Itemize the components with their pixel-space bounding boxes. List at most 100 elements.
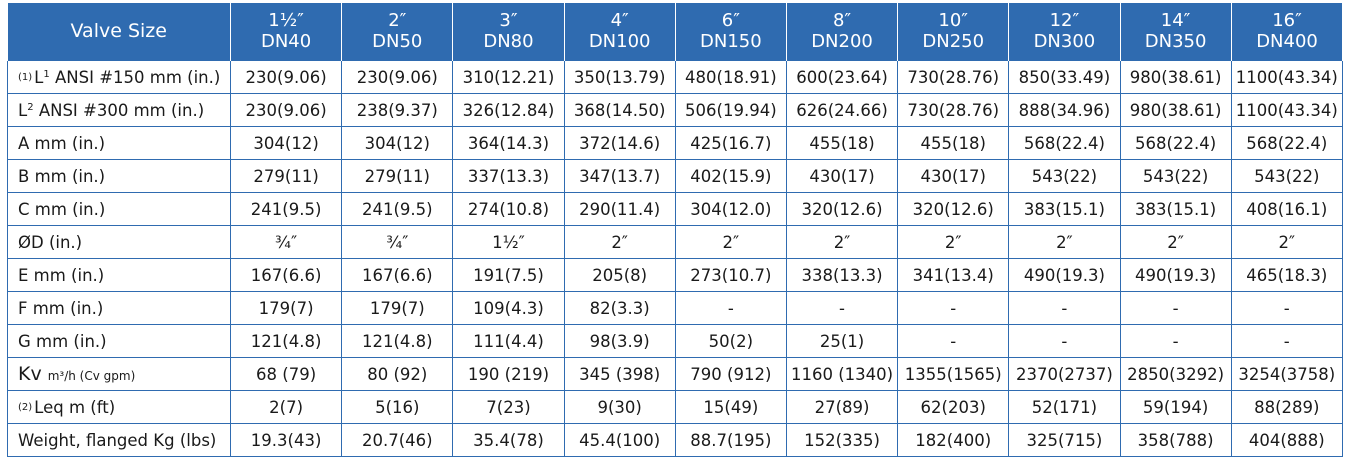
table-row: B mm (in.) 279(11) 279(11) 337(13.3) 347(13.… (7, 159, 1343, 193)
table-row: L2 ANSI #300 mm (in.) 230(9.06) 238(9.37) 3… (7, 93, 1343, 127)
header-row: Valve Size 1½″ DN40 2″ DN50 3″ DN80 4″ DN100… (7, 3, 1343, 61)
table-cell: 326(12.84) (452, 93, 565, 127)
table-cell: - (674, 291, 787, 325)
size-header: 12″ DN300 (1008, 3, 1120, 61)
table-cell: 7(23) (452, 390, 565, 424)
table-cell: 205(8) (563, 258, 676, 292)
row-label: F mm (in.) (7, 291, 231, 325)
table-cell: 2″ (1008, 225, 1120, 259)
table-cell: 465(18.3) (1230, 258, 1343, 292)
table-cell: 88.7(195) (674, 423, 787, 457)
table-cell: 241(9.5) (229, 192, 342, 226)
size-dn: DN300 (1033, 31, 1096, 52)
table-cell: 50(2) (674, 324, 787, 358)
table-cell: 20.7(46) (341, 423, 453, 457)
table-row: ØD (in.) ¾″ ¾″ 1½″ 2″ 2″ 2″ 2″ 2″ 2″ 2″ (7, 225, 1343, 259)
table-cell: 490(19.3) (1008, 258, 1120, 292)
row-label-text: L (18, 100, 28, 120)
row-label: B mm (in.) (7, 159, 231, 193)
table-cell: 320(12.6) (897, 192, 1009, 226)
footnote-marker: (1) (18, 71, 33, 83)
size-dn: DN400 (1256, 31, 1318, 52)
size-dn: DN100 (588, 31, 651, 52)
table-cell: - (785, 291, 898, 325)
table-cell: 109(4.3) (452, 291, 565, 325)
table-cell: 1100(43.34) (1230, 61, 1343, 94)
row-label-text: C mm (in.) (18, 199, 106, 219)
table-cell: 68 (79) (229, 357, 342, 391)
table-cell: 190 (219) (452, 357, 565, 391)
table-cell: 230(9.06) (341, 61, 453, 94)
table-cell: 430(17) (897, 159, 1009, 193)
table-cell: 480(18.91) (674, 61, 787, 94)
table-cell: - (1119, 324, 1232, 358)
row-label: ØD (in.) (7, 225, 231, 259)
table-cell: 730(28.76) (897, 93, 1009, 127)
table-cell: 455(18) (897, 126, 1009, 160)
table-cell: 1160 (1340) (785, 357, 898, 391)
size-header: 10″ DN250 (897, 3, 1009, 61)
table-cell: 506(19.94) (674, 93, 787, 127)
table-cell: 320(12.6) (785, 192, 898, 226)
row-label-text: Leq m (ft) (34, 397, 116, 417)
table-body: (1) L1 ANSI #150 mm (in.) 230(9.06) 230(9.0… (7, 61, 1343, 457)
table-cell: 304(12) (341, 126, 453, 160)
table-cell: 888(34.96) (1008, 93, 1120, 127)
size-header: 16″ DN400 (1230, 3, 1343, 61)
valve-dimensions-table: Valve Size 1½″ DN40 2″ DN50 3″ DN80 4″ DN100… (7, 3, 1343, 457)
table-cell: 62(203) (897, 390, 1009, 424)
table-cell: 325(715) (1008, 423, 1120, 457)
table-cell: 27(89) (785, 390, 898, 424)
size-dn: DN200 (811, 31, 873, 52)
table-row: Weight, flanged Kg (lbs) 19.3(43) 20.7(46)… (7, 423, 1343, 457)
table-cell: 347(13.7) (563, 159, 676, 193)
table-cell: 1½″ (452, 225, 565, 259)
table-cell: 2″ (785, 225, 898, 259)
row-label-unit: m³/h (Cv gpm) (47, 369, 136, 383)
row-label-text: F mm (in.) (18, 298, 104, 318)
table-cell: 1100(43.34) (1230, 93, 1343, 127)
table-cell: 402(15.9) (674, 159, 787, 193)
table-cell: 2370(2737) (1008, 357, 1120, 391)
row-label: Weight, flanged Kg (lbs) (7, 423, 231, 457)
size-dn: DN40 (260, 31, 312, 52)
table-cell: 304(12) (229, 126, 342, 160)
size-header: 8″ DN200 (785, 3, 898, 61)
table-cell: 568(22.4) (1119, 126, 1232, 160)
size-inch: 1½″ (268, 10, 304, 32)
table-cell: 404(888) (1230, 423, 1343, 457)
table-row: G mm (in.) 121(4.8) 121(4.8) 111(4.4) 98(3.9… (7, 324, 1343, 358)
table-cell: 152(335) (785, 423, 898, 457)
table-cell: 241(9.5) (341, 192, 453, 226)
table-cell: 182(400) (897, 423, 1009, 457)
size-inch: 8″ (832, 10, 852, 32)
table-cell: 2(7) (229, 390, 342, 424)
row-label-text: G mm (in.) (18, 331, 107, 351)
table-cell: 121(4.8) (341, 324, 453, 358)
table-cell: 543(22) (1008, 159, 1120, 193)
table-cell: - (1119, 291, 1232, 325)
size-dn: DN150 (700, 31, 762, 52)
size-inch: 12″ (1049, 10, 1080, 32)
size-inch: 4″ (610, 10, 629, 32)
valve-size-header: Valve Size (7, 3, 231, 61)
table-cell: 5(16) (341, 390, 453, 424)
row-label-text: L (34, 67, 44, 87)
size-header: 3″ DN80 (452, 3, 565, 61)
table-cell: 543(22) (1230, 159, 1343, 193)
size-dn: DN80 (483, 31, 534, 52)
row-label-text: B mm (in.) (18, 166, 106, 186)
size-header: 6″ DN150 (674, 3, 787, 61)
table-cell: 2″ (897, 225, 1009, 259)
table-cell: - (1230, 291, 1343, 325)
table-cell: 167(6.6) (229, 258, 342, 292)
table-cell: 2″ (1119, 225, 1232, 259)
table-cell: 2″ (1230, 225, 1343, 259)
table-cell: 408(16.1) (1230, 192, 1343, 226)
size-dn: DN250 (922, 31, 985, 52)
table-cell: 9(30) (563, 390, 676, 424)
size-inch: 16″ (1272, 10, 1302, 32)
table-cell: 425(16.7) (674, 126, 787, 160)
superscript: 2 (27, 101, 34, 113)
row-label-text: A mm (in.) (18, 133, 106, 153)
